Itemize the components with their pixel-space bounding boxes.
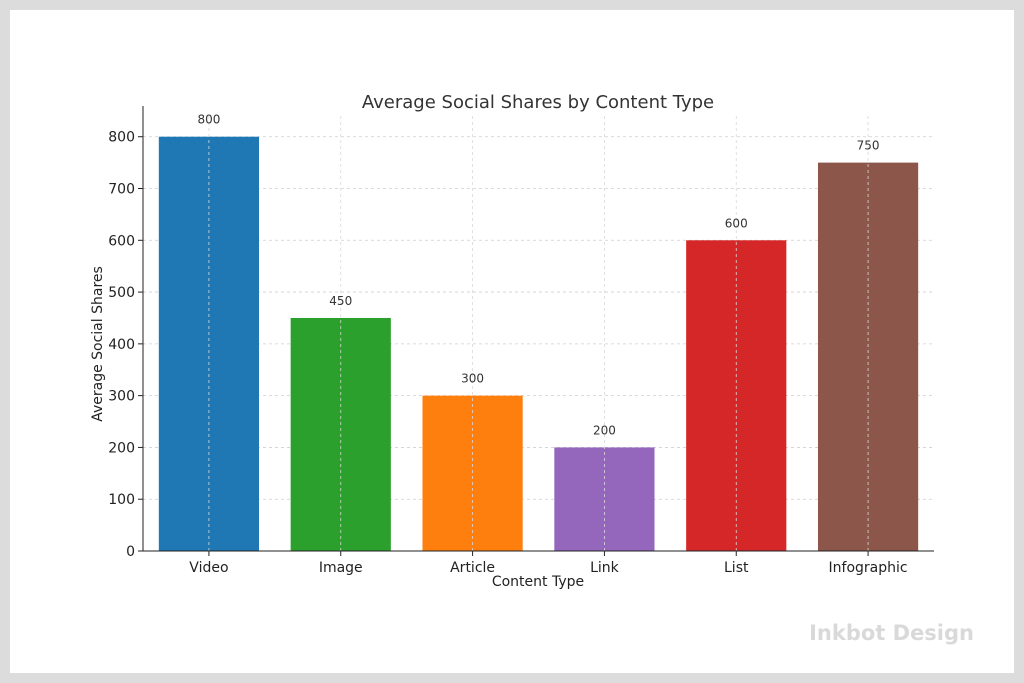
- y-tick-label: 300: [108, 389, 135, 405]
- bar-chart: Average Social Shares by Content Type 0 1…: [90, 92, 934, 590]
- data-labels: 800 450 300 200 600 750: [197, 113, 879, 438]
- y-ticks: 0 100 200 300 400 500 600 700 800: [108, 130, 143, 560]
- data-label: 750: [857, 139, 880, 153]
- axes: [142, 106, 934, 552]
- chart-title: Average Social Shares by Content Type: [362, 92, 714, 113]
- y-tick-label: 0: [126, 544, 135, 560]
- bar-video: [158, 136, 260, 551]
- data-label: 300: [461, 372, 484, 386]
- bar-link: [554, 447, 655, 551]
- y-tick-label: 200: [108, 440, 135, 456]
- y-axis-label: Average Social Shares: [90, 266, 106, 422]
- y-tick-label: 800: [108, 130, 135, 146]
- y-tick-label: 100: [108, 492, 135, 508]
- data-label: 600: [725, 216, 748, 230]
- x-tick-label: Infographic: [829, 560, 908, 576]
- x-tick-label: List: [724, 560, 749, 576]
- watermark-logo: Inkbot Design: [809, 621, 974, 645]
- vertical-grid: [208, 116, 869, 551]
- data-label: 800: [197, 113, 220, 127]
- x-axis-label: Content Type: [492, 574, 584, 590]
- y-tick-label: 500: [108, 285, 135, 301]
- x-tick-label: Video: [189, 560, 228, 576]
- y-tick-label: 700: [108, 182, 135, 198]
- y-tick-label: 600: [108, 233, 135, 249]
- x-tick-label: Article: [450, 560, 495, 576]
- grid: [143, 136, 934, 552]
- x-tick-label: Image: [319, 560, 363, 576]
- data-label: 200: [593, 423, 616, 437]
- y-tick-label: 400: [108, 337, 135, 353]
- data-label: 450: [329, 294, 352, 308]
- x-ticks: Video Image Article Link List Infographic: [189, 551, 908, 576]
- chart-card: Average Social Shares by Content Type 0 1…: [10, 10, 1014, 673]
- x-tick-label: Link: [590, 560, 620, 576]
